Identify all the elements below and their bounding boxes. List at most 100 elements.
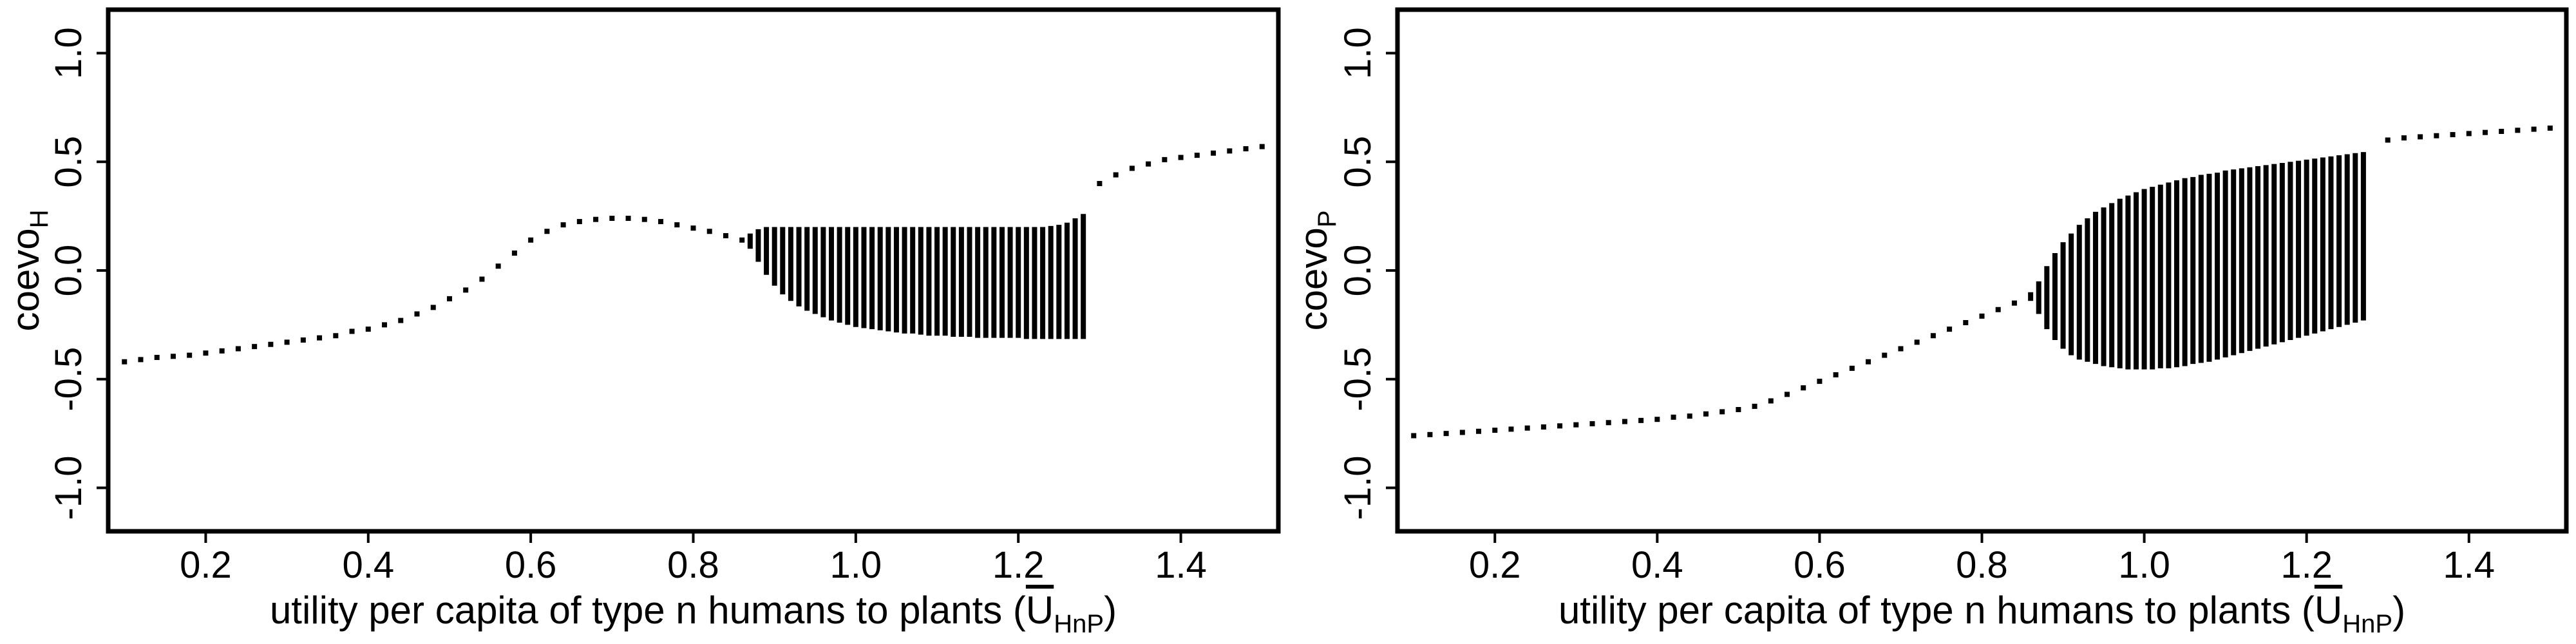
data-point <box>1227 148 1233 154</box>
data-point <box>365 327 371 332</box>
data-point <box>2547 125 2553 131</box>
data-point <box>349 328 355 334</box>
data-point <box>1146 161 1151 167</box>
data-point <box>138 357 144 363</box>
x-tick-label: 1.4 <box>1155 544 1207 586</box>
data-point <box>2499 129 2505 134</box>
data-point <box>739 237 745 243</box>
x-axis-title-main: utility per capita of type n humans to p… <box>1558 589 2315 632</box>
data-point <box>1930 333 1936 339</box>
data-point <box>1605 420 1611 426</box>
data-point <box>1459 430 1465 435</box>
y-tick-label: -1.0 <box>48 456 90 520</box>
data-point <box>446 296 452 301</box>
data-point <box>479 276 485 282</box>
data-point <box>1703 411 1709 417</box>
y-tick-label: -0.5 <box>1337 347 1379 412</box>
data-point <box>1752 403 1757 409</box>
x-tick-label: 0.6 <box>1794 544 1846 586</box>
data-point <box>1129 166 1135 171</box>
data-point <box>1162 156 1168 162</box>
x-tick-label: 0.2 <box>180 544 232 586</box>
data-point <box>528 237 534 243</box>
data-point <box>609 216 615 221</box>
plot-frame <box>1395 7 2569 534</box>
data-point <box>658 219 664 225</box>
data-point <box>203 350 209 356</box>
y-axis-title-subscript: H <box>25 210 53 229</box>
data-point <box>1178 155 1184 160</box>
data-point <box>2434 133 2439 138</box>
data-point <box>511 251 517 256</box>
data-point <box>544 229 550 234</box>
data-point <box>317 335 323 341</box>
data-point <box>674 222 680 228</box>
y-axis-title-subscript: P <box>1313 211 1341 228</box>
y-axis-title-main: coevo <box>4 228 47 331</box>
data-point <box>1979 313 1985 319</box>
data-point <box>1492 428 1498 433</box>
data-point <box>641 216 647 222</box>
data-point <box>1097 181 1103 186</box>
data-point <box>2450 132 2456 138</box>
data-point <box>1817 379 1823 384</box>
data-point <box>1687 413 1692 419</box>
data-point <box>1259 144 1265 149</box>
x-axis-title-subscript: HnP <box>2342 610 2392 638</box>
x-tick-label: 0.8 <box>667 544 719 586</box>
data-point <box>1589 421 1595 426</box>
data-point <box>2531 126 2537 132</box>
data-point <box>1882 352 1888 358</box>
data-point <box>1113 172 1119 178</box>
data-point <box>2385 137 2391 143</box>
data-point <box>1671 414 1676 420</box>
y-tick-label: 0.5 <box>1337 136 1379 188</box>
data-point <box>284 339 290 345</box>
x-tick-label: 1.2 <box>992 544 1045 586</box>
x-tick-label: 0.8 <box>1956 544 2008 586</box>
x-axis-title-end: ) <box>2392 589 2405 632</box>
data-point <box>187 352 193 358</box>
data-point <box>333 333 339 339</box>
x-tick-label: 1.0 <box>830 544 882 586</box>
data-point <box>576 219 582 225</box>
data-point <box>690 225 696 231</box>
data-point <box>1833 372 1839 377</box>
x-tick-label: 1.4 <box>2443 544 2495 586</box>
y-tick-label: 1.0 <box>1337 27 1379 79</box>
data-point <box>1211 150 1217 156</box>
data-point <box>1194 153 1200 158</box>
plot-frame <box>106 7 1281 534</box>
data-point <box>300 337 306 343</box>
data-point <box>2011 300 2017 306</box>
data-point <box>2482 129 2488 135</box>
x-axis-title-subscript: HnP <box>1054 610 1104 638</box>
data-point <box>560 222 566 228</box>
x-axis-title-symbol: U <box>2315 589 2342 632</box>
y-axis-title: coevoH <box>4 210 53 332</box>
x-tick-label: 0.2 <box>1469 544 1521 586</box>
x-axis-title: utility per capita of type n humans to p… <box>270 589 1117 638</box>
data-point <box>1719 409 1725 415</box>
data-point <box>2418 134 2423 140</box>
data-point <box>235 346 241 352</box>
data-point <box>252 344 258 350</box>
x-axis-title: utility per capita of type n humans to p… <box>1558 589 2405 638</box>
data-point <box>1411 433 1417 439</box>
data-point <box>2515 128 2521 133</box>
data-point <box>219 348 225 354</box>
right-panel: 0.2 0.4 0.6 0.8 1.0 1.2 1.4-1.0-0.50.00.51.0ut… <box>1292 7 2569 638</box>
data-point <box>430 305 436 310</box>
x-axis-title-end: ) <box>1104 589 1117 632</box>
x-tick-label: 0.4 <box>1631 544 1683 586</box>
y-tick-label: -1.0 <box>1337 456 1379 520</box>
left-panel: 0.2 0.4 0.6 0.8 1.0 1.2 1.4-1.0-0.50.00.51.0ut… <box>4 7 1281 638</box>
x-tick-label: 1.2 <box>2280 544 2333 586</box>
data-point <box>414 311 420 317</box>
data-point <box>1995 307 2001 312</box>
data-point <box>1963 320 1969 325</box>
data-point <box>1638 417 1644 423</box>
y-tick-label: 0.5 <box>48 136 90 188</box>
data-point <box>1427 431 1433 437</box>
